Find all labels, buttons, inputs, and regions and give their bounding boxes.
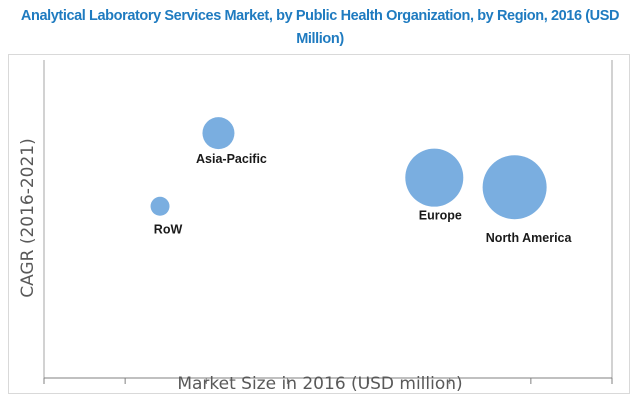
data-label: Asia-Pacific	[196, 152, 267, 166]
chart-frame	[8, 54, 630, 394]
x-axis-label: Market Size in 2016 (USD million)	[177, 374, 463, 394]
data-label: Europe	[419, 209, 462, 223]
y-axis-label: CAGR (2016-2021)	[18, 138, 38, 298]
data-label: RoW	[154, 222, 183, 236]
bubble-row	[150, 196, 170, 216]
chart-title: Analytical Laboratory Services Market, b…	[20, 8, 620, 47]
bubble-europe	[405, 148, 464, 207]
bubble-north-america	[482, 155, 547, 220]
data-label: North America	[486, 231, 573, 245]
bubble-asia-pacific	[202, 117, 235, 150]
